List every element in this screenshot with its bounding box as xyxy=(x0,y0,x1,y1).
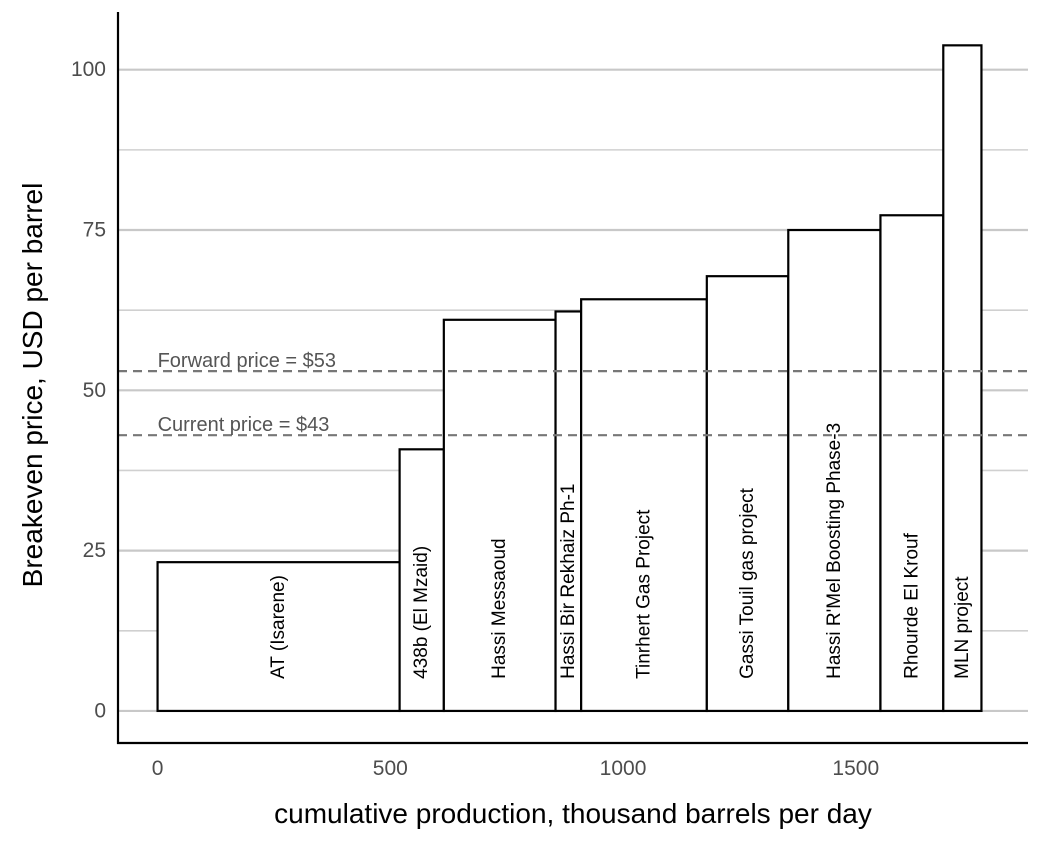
bar xyxy=(554,310,583,713)
reference-lines: Forward price = $53 Current price = $43 xyxy=(118,350,1028,437)
bar-label: Hassi R'Mel Boosting Phase-3 xyxy=(824,423,845,679)
bar xyxy=(942,44,983,713)
y-tick-label: 75 xyxy=(83,219,106,242)
y-tick-label: 50 xyxy=(83,379,106,402)
bar xyxy=(879,214,945,713)
bar xyxy=(442,318,557,713)
bar-label: MLN project xyxy=(952,576,973,679)
bar-label: Hassi Messaoud xyxy=(489,538,510,678)
bar xyxy=(398,448,445,713)
bars: AT (Isarene) 438b (El Mzaid) Hassi Messaou… xyxy=(156,44,983,713)
x-tick-label: 0 xyxy=(152,757,164,780)
x-axis-title: cumulative production, thousand barrels … xyxy=(274,798,872,829)
bar xyxy=(580,298,708,713)
y-axis-title: Breakeven price, USD per barrel xyxy=(17,183,48,588)
reference-line-label: Current price = $43 xyxy=(158,414,330,436)
bar-label: 438b (El Mzaid) xyxy=(411,546,432,679)
x-tick-label: 1500 xyxy=(832,757,879,780)
bar xyxy=(787,228,882,713)
y-tick-label: 100 xyxy=(71,58,106,81)
x-tick-label: 500 xyxy=(373,757,408,780)
bar-label: AT (Isarene) xyxy=(268,575,289,679)
bar-label: Gassi Touil gas project xyxy=(737,487,758,679)
bar-label: Hassi Bir Rekhaiz Ph-1 xyxy=(558,484,579,679)
x-tick-label: 1000 xyxy=(600,757,647,780)
y-tick-label: 25 xyxy=(83,539,106,562)
y-tick-label: 0 xyxy=(94,699,106,722)
reference-line-label: Forward price = $53 xyxy=(158,350,336,372)
bar xyxy=(705,275,790,713)
bar-label: Rhourde El Krouf xyxy=(901,532,922,678)
bar-label: Tinrhert Gas Project xyxy=(633,509,654,679)
